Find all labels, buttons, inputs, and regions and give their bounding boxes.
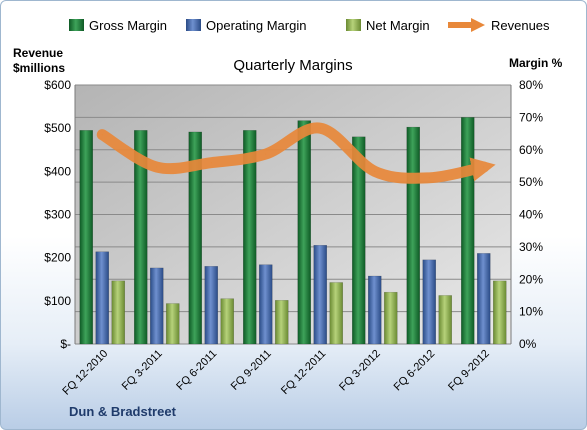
right-tick-label: 30% bbox=[519, 240, 543, 254]
right-tick-label: 0% bbox=[519, 337, 537, 351]
x-tick-label: FQ 9-2012 bbox=[446, 348, 492, 394]
gross-margin-bar bbox=[461, 117, 475, 345]
revenue-point bbox=[101, 134, 103, 136]
x-tick-label: FQ 12-2010 bbox=[60, 348, 110, 398]
x-tick-label: FQ 6-2011 bbox=[174, 348, 219, 393]
revenue-line bbox=[96, 122, 496, 184]
left-tick-label: $300 bbox=[44, 208, 71, 222]
right-tick-label: 20% bbox=[519, 272, 543, 286]
left-tick-label: $600 bbox=[44, 78, 71, 92]
x-tick-label: FQ 12-2011 bbox=[279, 348, 328, 397]
gridlines bbox=[74, 84, 512, 345]
bar-series bbox=[79, 117, 507, 345]
revenue-point bbox=[428, 177, 430, 179]
left-tick-label: $200 bbox=[44, 251, 71, 265]
net-margin-bar bbox=[111, 280, 125, 345]
left-tick-label: $- bbox=[60, 337, 71, 351]
operating-margin-bar bbox=[150, 267, 164, 345]
right-axis-ticks: 0% 10% 20% 30% 40% 50% 60% 70% 80% bbox=[519, 78, 543, 351]
left-tick-label: $100 bbox=[44, 294, 71, 308]
gross-margin-bar bbox=[352, 136, 366, 345]
net-margin-bar bbox=[493, 280, 507, 345]
gross-margin-bar bbox=[188, 131, 202, 345]
operating-margin-bar bbox=[259, 264, 273, 345]
legend-revenues-label: Revenues bbox=[491, 18, 550, 33]
right-tick-label: 10% bbox=[519, 305, 543, 319]
operating-margin-bar bbox=[204, 266, 218, 345]
revenue-point bbox=[210, 162, 212, 164]
revenue-point bbox=[319, 127, 321, 129]
gross-margin-bar bbox=[243, 130, 257, 345]
chart-title: Quarterly Margins bbox=[233, 57, 352, 74]
x-axis-ticks: FQ 12-2010 FQ 3-2011 FQ 6-2011 FQ 9-2011 FQ … bbox=[60, 348, 491, 398]
legend-net-swatch bbox=[346, 19, 361, 31]
left-tick-label: $500 bbox=[44, 121, 71, 135]
x-tick-label: FQ 6-2012 bbox=[392, 348, 438, 394]
operating-margin-bar bbox=[422, 259, 436, 345]
operating-margin-bar bbox=[477, 253, 491, 345]
left-axis-title-line2: $millions bbox=[13, 61, 65, 75]
revenue-point bbox=[156, 166, 158, 168]
net-margin-bar bbox=[438, 295, 452, 345]
legend-operating-label: Operating Margin bbox=[206, 18, 306, 33]
right-tick-label: 50% bbox=[519, 175, 543, 189]
legend-revenues-arrow bbox=[471, 18, 485, 32]
left-axis-title-line1: Revenue bbox=[13, 46, 63, 60]
left-tick-label: $400 bbox=[44, 164, 71, 178]
legend: Gross Margin Operating Margin Net Margin… bbox=[69, 18, 550, 33]
legend-gross-swatch bbox=[69, 19, 84, 31]
gross-margin-bar bbox=[79, 130, 93, 345]
revenue-point bbox=[374, 170, 376, 172]
gross-margin-bar bbox=[134, 130, 148, 345]
right-tick-label: 60% bbox=[519, 143, 543, 157]
company-label: Dun & Bradstreet bbox=[69, 404, 177, 419]
right-axis-title: Margin % bbox=[509, 56, 563, 70]
net-margin-bar bbox=[166, 303, 180, 345]
operating-margin-bar bbox=[95, 251, 109, 345]
operating-margin-bar bbox=[313, 245, 327, 345]
right-tick-label: 80% bbox=[519, 78, 543, 92]
x-tick-label: FQ 3-2012 bbox=[337, 348, 383, 394]
gross-margin-bar bbox=[297, 120, 311, 345]
net-margin-bar bbox=[220, 298, 234, 345]
x-tick-label: FQ 3-2011 bbox=[120, 348, 165, 393]
legend-operating-swatch bbox=[186, 19, 201, 31]
legend-gross-label: Gross Margin bbox=[89, 18, 167, 33]
revenue-series bbox=[96, 122, 496, 184]
net-margin-bar bbox=[329, 282, 343, 345]
left-axis-ticks: $- $100 $200 $300 $400 $500 $600 bbox=[44, 78, 71, 351]
revenue-point bbox=[483, 166, 485, 168]
revenue-point bbox=[265, 153, 267, 155]
gross-margin-bar bbox=[406, 126, 420, 345]
net-margin-bar bbox=[384, 291, 398, 345]
x-tick-label: FQ 9-2011 bbox=[229, 348, 274, 393]
operating-margin-bar bbox=[368, 275, 382, 345]
right-tick-label: 70% bbox=[519, 110, 543, 124]
net-margin-bar bbox=[275, 300, 289, 345]
right-tick-label: 40% bbox=[519, 208, 543, 222]
legend-net-label: Net Margin bbox=[366, 18, 430, 33]
